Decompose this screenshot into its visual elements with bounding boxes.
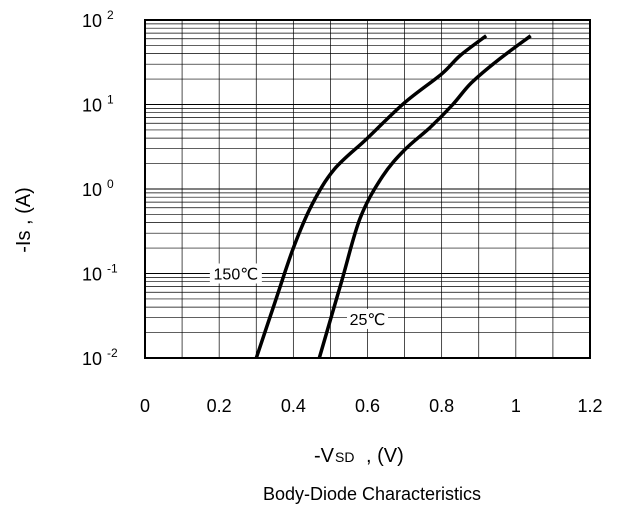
x-tick-label: 0.4	[281, 396, 306, 416]
y-tick-base: 10	[82, 96, 102, 116]
x-tick-label: 1.2	[577, 396, 602, 416]
y-tick-base: 10	[82, 180, 102, 200]
x-axis-label-unit: , (V)	[360, 445, 403, 467]
grid-lines	[145, 19, 590, 359]
y-tick-labels: 10 2 10 1 10 0 10 -1 10 -2	[82, 8, 118, 369]
series-curve-0	[254, 34, 488, 359]
chart-title: Body-Diode Characteristics	[263, 484, 481, 504]
curve-label-0: 150℃	[214, 267, 259, 284]
curve-labels: 150℃ 25℃	[209, 263, 388, 329]
x-tick-labels: 0 0.2 0.4 0.6 0.8 1 1.2	[140, 396, 603, 416]
y-tick-exp: 2	[107, 8, 114, 22]
series-curve-1	[317, 34, 532, 359]
y-tick-label: 10 -1	[82, 262, 118, 285]
x-tick-label: 0.6	[355, 396, 380, 416]
x-tick-label: 0.8	[429, 396, 454, 416]
x-axis-label: -VSD , (V)	[314, 445, 404, 467]
x-axis-label-main: -V	[314, 445, 335, 467]
y-tick-label: 10 0	[82, 177, 114, 200]
y-tick-exp: -1	[107, 262, 118, 276]
y-tick-exp: -2	[107, 346, 118, 360]
x-tick-label: 1	[511, 396, 521, 416]
curve-label-1: 25℃	[350, 312, 386, 329]
series-group	[254, 34, 532, 359]
plot-frame	[144, 19, 591, 359]
curve-label-bg-1	[347, 308, 388, 329]
y-axis-label: -Is , (A)	[13, 187, 35, 253]
y-tick-base: 10	[82, 11, 102, 31]
y-tick-exp: 1	[107, 93, 114, 107]
y-tick-label: 10 2	[82, 8, 114, 31]
x-tick-label: 0.2	[207, 396, 232, 416]
y-tick-label: 10 1	[82, 93, 114, 116]
x-axis-label-sub: SD	[335, 449, 354, 465]
y-tick-exp: 0	[107, 177, 114, 191]
y-tick-base: 10	[82, 265, 102, 285]
curve-label-bg-0	[209, 263, 262, 284]
y-tick-label: 10 -2	[82, 346, 118, 369]
x-tick-label: 0	[140, 396, 150, 416]
y-tick-base: 10	[82, 349, 102, 369]
